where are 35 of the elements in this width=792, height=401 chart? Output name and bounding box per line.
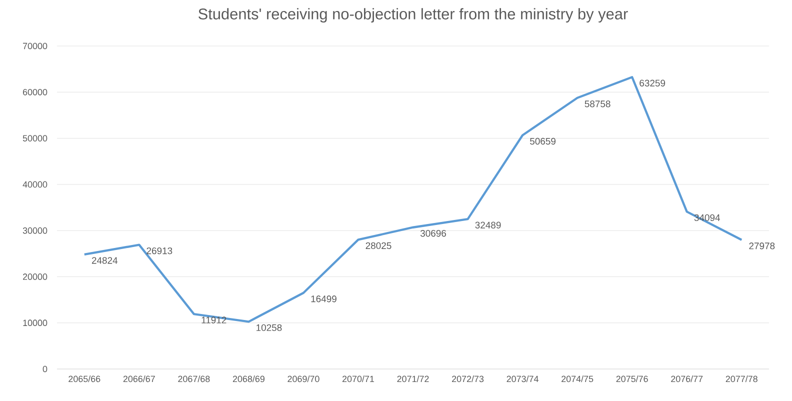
line-series: [83, 76, 743, 323]
y-tick-label: 30000: [22, 227, 48, 234]
data-label: 24824: [92, 257, 118, 264]
data-label: 58758: [584, 100, 610, 108]
x-tick-label: 2074/75: [562, 376, 594, 382]
data-label: 30696: [420, 230, 446, 237]
data-label: 27978: [749, 242, 775, 250]
y-tick-label: 10000: [23, 320, 48, 326]
x-tick-label: 2077/78: [726, 376, 758, 382]
data-label: 16499: [311, 296, 336, 302]
data-label: 50659: [530, 138, 556, 145]
y-tick-label: 50000: [22, 135, 48, 142]
x-tick-label: 2070/71: [342, 376, 374, 382]
data-label: 26913: [146, 247, 172, 254]
chart-title: Students' receiving no-objection letter from the ministry by year: [198, 8, 628, 23]
y-tick-label: 40000: [22, 181, 48, 188]
data-label: 10258: [256, 324, 282, 332]
data-label: 28025: [366, 242, 392, 250]
y-tick-label: 70000: [23, 42, 48, 50]
x-tick-label: 2068/69: [232, 376, 264, 382]
x-tick-label: 2069/70: [288, 376, 320, 382]
x-tick-label: 2075/76: [616, 376, 648, 382]
x-tick-label: 2071/72: [397, 376, 429, 382]
data-label: 11912: [202, 316, 226, 324]
y-tick-label: 20000: [23, 274, 48, 280]
y-tick-label: 0: [42, 366, 48, 372]
data-label: 63259: [640, 80, 666, 86]
x-tick-label: 2066/67: [123, 376, 155, 382]
x-tick-label: 2067/68: [178, 376, 210, 382]
x-tick-label: 2072/73: [452, 376, 484, 382]
x-tick-label: 2065/66: [68, 376, 100, 382]
y-tick-label: 60000: [23, 88, 48, 96]
x-tick-label: 2073/74: [506, 376, 538, 382]
x-tick-label: 2076/77: [671, 376, 703, 382]
data-label: 32489: [475, 222, 501, 228]
